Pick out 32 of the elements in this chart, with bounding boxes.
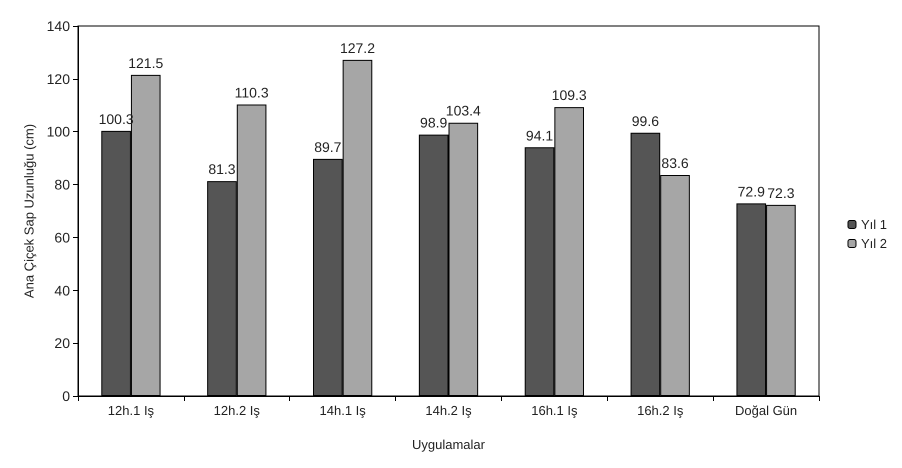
- y-tick-label: 40: [54, 282, 70, 298]
- data-label: 89.7: [314, 138, 342, 155]
- y-tick-label: 120: [46, 70, 70, 87]
- y-tick-label: 100: [46, 124, 70, 140]
- data-label: 72.3: [767, 184, 795, 201]
- y-axis-title: Ana Çiçek Sap Uzunluğu (cm): [22, 124, 37, 298]
- y-tick-label: 140: [46, 18, 70, 34]
- data-label: 121.5: [128, 54, 164, 71]
- data-label: 81.3: [208, 161, 236, 178]
- data-label: 94.1: [526, 127, 554, 144]
- data-label: 72.9: [738, 183, 766, 200]
- x-tick-label: 16h.2 Iş: [637, 403, 684, 418]
- y-tick-label: 80: [54, 176, 70, 193]
- data-label: 98.9: [420, 114, 448, 131]
- data-label: 109.3: [552, 87, 587, 104]
- data-label: 83.6: [661, 155, 689, 172]
- legend-label: Yıl 1: [860, 217, 888, 232]
- x-tick-label: 14h.2 Iş: [425, 403, 472, 418]
- x-tick-label: 12h.2 Iş: [214, 403, 260, 418]
- data-label: 127.2: [340, 40, 376, 56]
- x-tick-label: 12h.1 Iş: [108, 403, 155, 418]
- y-tick-label: 60: [54, 229, 70, 246]
- y-tick-label: 0: [62, 388, 70, 404]
- legend-label: Yıl 2: [860, 236, 888, 251]
- data-label: 99.6: [632, 112, 660, 129]
- x-tick-label: Doğal Gün: [734, 403, 798, 418]
- x-axis-title: Uygulamalar: [412, 437, 486, 452]
- x-tick-label: 16h.1 Iş: [531, 403, 578, 418]
- x-tick-label: 14h.1 Iş: [320, 403, 366, 418]
- data-label: 103.4: [446, 102, 482, 119]
- y-tick-label: 20: [54, 335, 70, 352]
- data-label: 110.3: [234, 84, 269, 100]
